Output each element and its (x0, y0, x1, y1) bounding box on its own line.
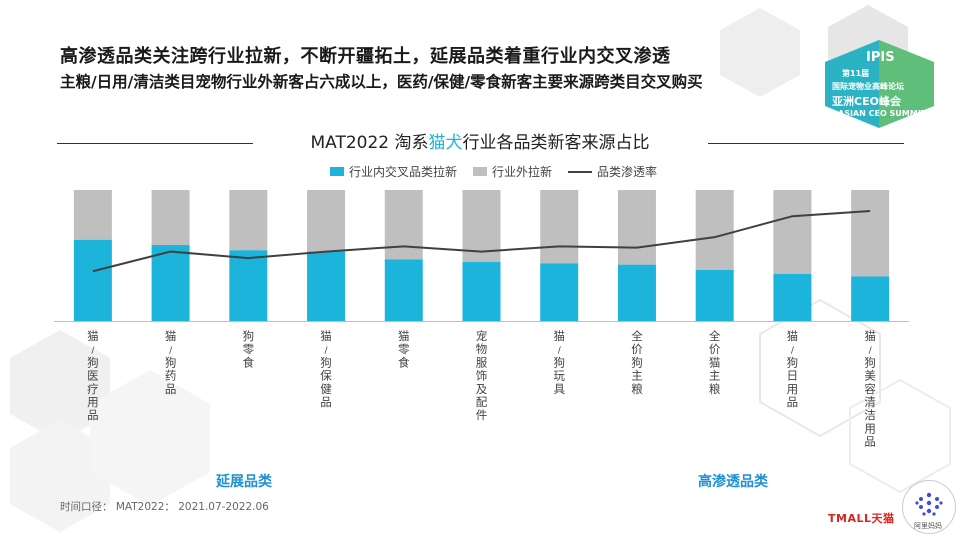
legend-label-series3: 品类渗透率 (597, 165, 658, 179)
headline: 高渗透品类关注跨行业拉新，不断开疆拓土，延展品类着重行业内交叉渗透 (60, 46, 671, 67)
legend-item-series3: 品类渗透率 (568, 163, 657, 180)
bar-external-11 (851, 190, 890, 277)
logo-line3: 国际宠物业高峰论坛 (832, 82, 904, 91)
legend-swatch-series2 (473, 167, 488, 176)
bar-external-9 (695, 190, 734, 270)
tmall-logo: TMALL天猫 (828, 512, 895, 525)
legend-item-series1: 行业内交叉品类拉新 (330, 163, 457, 180)
category-label-8: 全价狗主粮 (631, 329, 643, 396)
bar-cross-category-10 (773, 273, 812, 321)
category-label-3: 狗零食 (243, 329, 255, 369)
logo-line2: 第11届 (842, 69, 870, 78)
bar-cross-category-7 (540, 263, 579, 321)
category-label-4: 猫/狗保健品 (320, 329, 332, 409)
chart-title-prefix: MAT2022 淘系 (310, 133, 429, 153)
logo-line4: 亚洲CEO峰会 (832, 95, 901, 108)
category-label-10: 猫/狗日用品 (787, 329, 799, 409)
category-label-6: 宠物服饰及配件 (476, 329, 488, 422)
bar-external-1 (73, 190, 112, 240)
chart-title: MAT2022 淘系猫犬行业各品类新客来源占比 (0, 128, 960, 153)
group-label-high-penetration: 高渗透品类 (698, 474, 768, 490)
bar-cross-category-2 (151, 245, 190, 321)
bar-external-3 (229, 190, 268, 251)
alimama-logo (902, 480, 956, 534)
chart-legend: 行业内交叉品类拉新 行业外拉新 品类渗透率 (330, 163, 657, 180)
legend-swatch-series3 (568, 170, 593, 173)
alimama-dots-icon (915, 492, 943, 516)
bar-external-8 (617, 190, 656, 265)
chart-title-suffix: 行业各品类新客来源占比 (462, 133, 650, 153)
footnote: 时间口径： MAT2022： 2021.07-2022.06 (60, 501, 269, 513)
legend-label-series1: 行业内交叉品类拉新 (349, 165, 458, 179)
group-label-extended: 延展品类 (216, 474, 272, 490)
category-label-7: 猫/狗玩具 (553, 329, 565, 396)
logo-line5: ASIAN CEO SUMMIT (838, 109, 927, 118)
legend-label-series2: 行业外拉新 (492, 165, 553, 179)
bar-external-10 (773, 190, 812, 274)
bar-cross-category-3 (229, 250, 268, 321)
penetration-rate-line (92, 209, 871, 273)
bar-cross-category-4 (307, 251, 346, 321)
bar-external-4 (307, 190, 346, 252)
subline: 主粮/日用/清洁类目宠物行业外新客占六成以上，医药/保健/零食新客主要来源跨类目… (60, 73, 703, 91)
category-label-2: 猫/狗药品 (165, 329, 177, 396)
category-label-1: 猫/狗医疗用品 (87, 329, 99, 422)
category-label-9: 全价猫主粮 (709, 329, 721, 396)
bar-external-7 (540, 190, 579, 264)
title-rule-right (708, 143, 904, 144)
ipis-logo (825, 40, 934, 128)
bar-external-5 (384, 190, 423, 260)
bar-cross-category-11 (851, 276, 890, 321)
bar-cross-category-9 (695, 269, 734, 321)
category-label-11: 猫/狗美容清洁用品 (864, 329, 876, 449)
title-rule-left (57, 143, 253, 144)
bar-cross-category-1 (73, 239, 112, 321)
bar-external-2 (151, 190, 190, 246)
category-label-5: 猫零食 (398, 329, 410, 369)
chart-title-highlight: 猫犬 (428, 133, 463, 153)
legend-swatch-series1 (330, 167, 344, 176)
legend-item-series2: 行业外拉新 (473, 163, 552, 180)
logo-line1: IPIS (866, 50, 895, 65)
bar-cross-category-5 (384, 259, 423, 321)
bar-cross-category-6 (462, 262, 501, 321)
alimama-label: 阿里妈妈 (914, 522, 942, 530)
bar-cross-category-8 (617, 264, 656, 321)
